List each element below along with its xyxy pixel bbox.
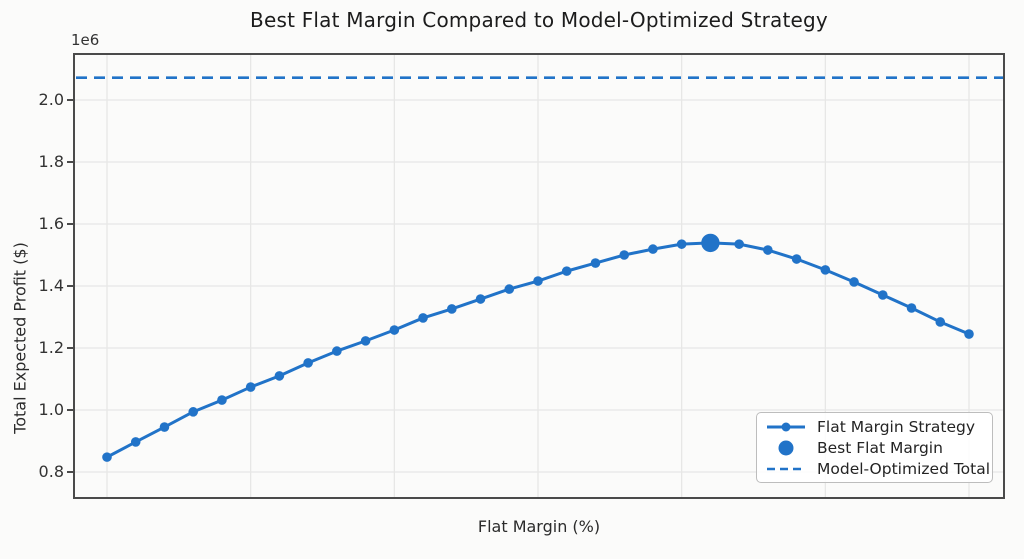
data-point-marker	[360, 336, 371, 346]
y-tick-label: 1.8	[38, 152, 64, 171]
legend-item: Flat Margin Strategy	[765, 416, 984, 437]
y-tick-label: 1.0	[38, 400, 64, 419]
data-point-marker	[447, 304, 457, 314]
data-point-marker	[791, 254, 802, 264]
best-point-marker	[701, 233, 720, 253]
data-point-marker	[964, 329, 974, 339]
data-point-marker	[245, 382, 256, 392]
data-point-marker	[504, 284, 515, 294]
data-point-marker	[533, 276, 543, 286]
data-point-marker	[935, 317, 946, 327]
data-point-marker	[217, 395, 227, 405]
y-tick-label: 1.6	[38, 214, 64, 233]
data-point-marker	[734, 239, 744, 249]
data-point-marker	[274, 371, 285, 381]
data-point-marker	[676, 239, 687, 249]
data-point-marker	[561, 266, 572, 276]
data-point-marker	[820, 265, 831, 275]
data-point-marker	[849, 277, 859, 287]
y-axis-offset-label: 1e6	[71, 31, 100, 49]
legend-item-label: Best Flat Margin	[817, 438, 943, 457]
data-point-marker	[188, 407, 198, 417]
data-point-marker	[130, 437, 141, 447]
y-tick-label: 0.8	[38, 462, 64, 481]
data-point-marker	[648, 244, 658, 254]
data-point-marker	[878, 290, 888, 300]
axes-border	[73, 53, 1005, 499]
data-point-marker	[763, 245, 773, 255]
data-point-marker	[159, 422, 170, 432]
legend: Flat Margin Strategy Best Flat Margin Mode…	[756, 412, 993, 483]
data-point-marker	[418, 313, 428, 323]
chart-title: Best Flat Margin Compared to Model-Optim…	[250, 8, 828, 32]
dashed-line-legend-marker	[767, 467, 805, 470]
data-point-marker	[619, 250, 629, 260]
legend-item-label: Model-Optimized Total	[817, 459, 991, 478]
y-tick-label: 1.4	[38, 276, 64, 295]
data-point-marker	[906, 303, 917, 313]
data-point-marker	[102, 452, 112, 462]
data-point-marker	[475, 294, 486, 304]
data-point-marker	[590, 258, 601, 268]
line-dot-legend-marker	[767, 422, 805, 431]
data-point-marker	[332, 346, 342, 356]
legend-item: Best Flat Margin	[765, 437, 984, 458]
x-axis-label: Flat Margin (%)	[477, 517, 601, 536]
y-tick-label: 2.0	[38, 90, 64, 109]
data-point-marker	[303, 358, 313, 368]
legend-item: Model-Optimized Total	[765, 458, 990, 479]
data-point-marker	[389, 325, 400, 335]
big-dot-legend-marker	[778, 440, 794, 455]
y-tick-label: 1.2	[38, 338, 64, 357]
legend-item-label: Flat Margin Strategy	[817, 417, 976, 436]
